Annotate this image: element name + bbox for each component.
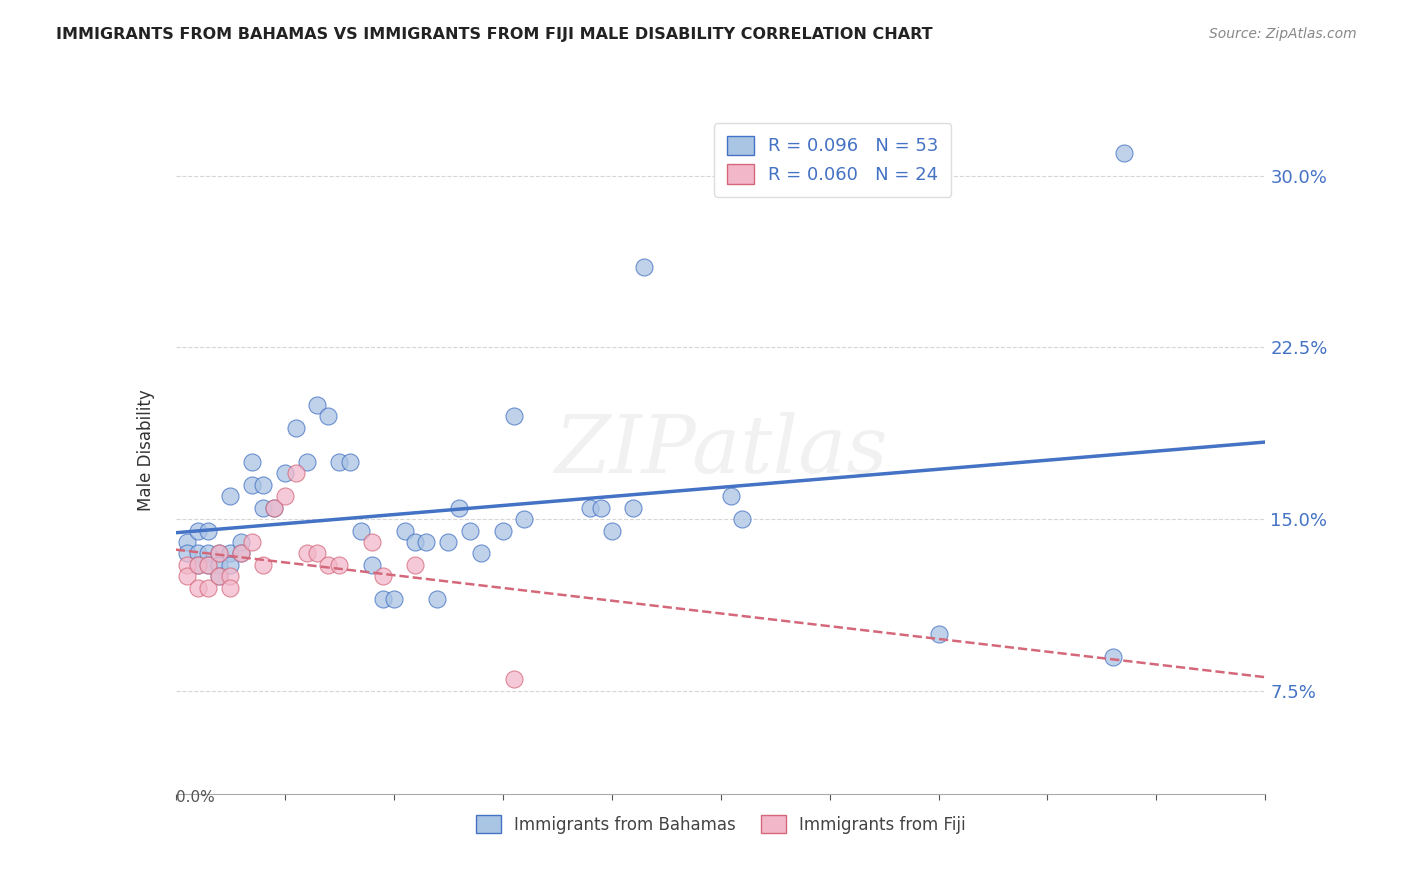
- Point: [371, 592, 394, 607]
- Point: [382, 592, 405, 607]
- Point: [197, 581, 219, 595]
- Point: [731, 512, 754, 526]
- Text: Source: ZipAtlas.com: Source: ZipAtlas.com: [1209, 27, 1357, 41]
- Point: [284, 467, 307, 481]
- Point: [394, 524, 416, 538]
- Point: [318, 409, 340, 424]
- Point: [284, 420, 307, 434]
- Point: [339, 455, 361, 469]
- Point: [720, 489, 742, 503]
- Point: [405, 558, 427, 572]
- Point: [252, 500, 274, 515]
- Point: [360, 535, 382, 549]
- Point: [579, 500, 602, 515]
- Point: [928, 626, 950, 640]
- Point: [197, 558, 219, 572]
- Point: [240, 478, 263, 492]
- Point: [437, 535, 460, 549]
- Point: [208, 569, 231, 583]
- Point: [240, 535, 263, 549]
- Point: [274, 489, 297, 503]
- Point: [186, 524, 209, 538]
- Point: [328, 455, 350, 469]
- Point: [371, 569, 394, 583]
- Point: [589, 500, 612, 515]
- Point: [219, 581, 242, 595]
- Point: [1102, 649, 1125, 664]
- Point: [307, 398, 329, 412]
- Point: [307, 546, 329, 561]
- Point: [621, 500, 644, 515]
- Point: [197, 546, 219, 561]
- Point: [208, 569, 231, 583]
- Point: [513, 512, 536, 526]
- Point: [600, 524, 623, 538]
- Y-axis label: Male Disability: Male Disability: [136, 390, 155, 511]
- Point: [176, 535, 198, 549]
- Point: [360, 558, 382, 572]
- Point: [492, 524, 515, 538]
- Point: [328, 558, 350, 572]
- Point: [252, 558, 274, 572]
- Point: [295, 546, 318, 561]
- Point: [219, 489, 242, 503]
- Point: [318, 558, 340, 572]
- Point: [176, 569, 198, 583]
- Point: [197, 524, 219, 538]
- Point: [263, 500, 285, 515]
- Point: [219, 558, 242, 572]
- Point: [186, 558, 209, 572]
- Point: [208, 546, 231, 561]
- Point: [186, 546, 209, 561]
- Point: [219, 546, 242, 561]
- Point: [1112, 145, 1135, 160]
- Point: [176, 558, 198, 572]
- Point: [176, 546, 198, 561]
- Text: IMMIGRANTS FROM BAHAMAS VS IMMIGRANTS FROM FIJI MALE DISABILITY CORRELATION CHAR: IMMIGRANTS FROM BAHAMAS VS IMMIGRANTS FR…: [56, 27, 932, 42]
- Point: [633, 260, 655, 275]
- Point: [295, 455, 318, 469]
- Point: [252, 478, 274, 492]
- Point: [274, 467, 297, 481]
- Text: 0.0%: 0.0%: [176, 790, 215, 805]
- Point: [186, 581, 209, 595]
- Point: [426, 592, 449, 607]
- Text: ZIPatlas: ZIPatlas: [554, 412, 887, 489]
- Point: [231, 546, 253, 561]
- Point: [458, 524, 481, 538]
- Point: [405, 535, 427, 549]
- Point: [470, 546, 492, 561]
- Point: [208, 546, 231, 561]
- Point: [197, 558, 219, 572]
- Point: [219, 569, 242, 583]
- Point: [240, 455, 263, 469]
- Point: [186, 558, 209, 572]
- Point: [447, 500, 470, 515]
- Point: [208, 558, 231, 572]
- Legend: Immigrants from Bahamas, Immigrants from Fiji: Immigrants from Bahamas, Immigrants from…: [468, 808, 973, 840]
- Point: [263, 500, 285, 515]
- Point: [350, 524, 373, 538]
- Point: [502, 673, 524, 687]
- Point: [231, 546, 253, 561]
- Point: [415, 535, 437, 549]
- Point: [231, 535, 253, 549]
- Point: [502, 409, 524, 424]
